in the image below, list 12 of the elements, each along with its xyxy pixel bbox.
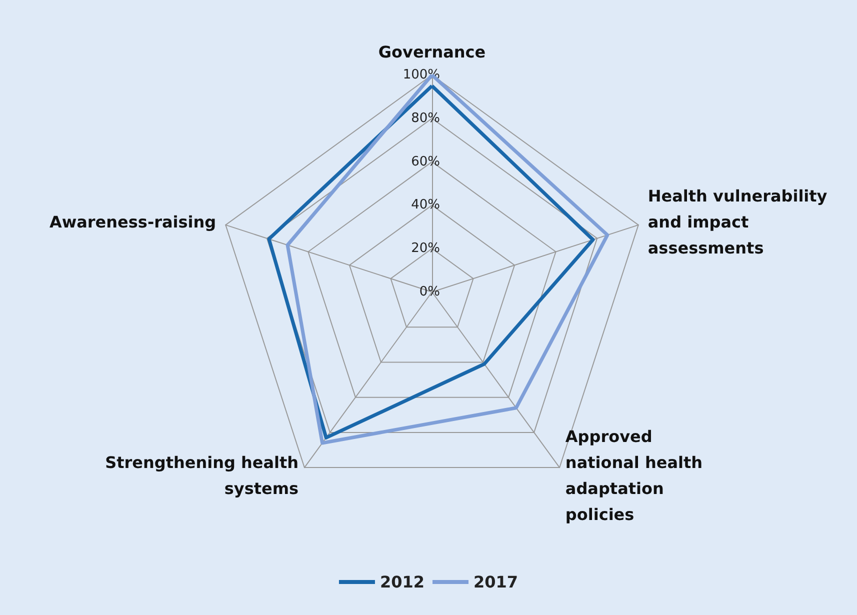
y-tick-label: 20% [411,241,440,256]
y-tick-label: 60% [411,154,440,170]
spoke-label: Awareness-raising [49,212,216,232]
y-tick-label: 0% [419,284,440,300]
spoke-label: Strengthening health systems [105,453,299,498]
spoke-label: Governance [378,42,486,62]
spoke-label: Approved national health adaptation policies [565,427,703,524]
y-tick-label: 80% [411,110,440,126]
y-tick-label: 40% [411,198,440,213]
legend-label: 2012 [380,572,424,592]
legend-label: 2017 [474,572,518,592]
spoke-label: Health vulnerability and impact assessments [648,186,828,258]
